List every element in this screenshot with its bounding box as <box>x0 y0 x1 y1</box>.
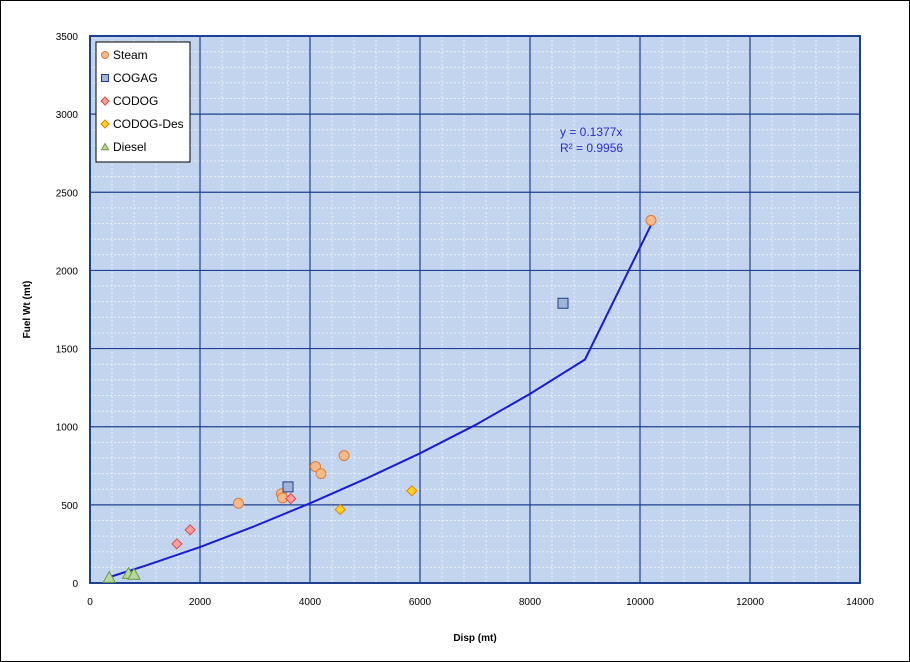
major-grid <box>89 35 861 584</box>
legend-label: CODOG-Des <box>113 117 184 131</box>
legend: Steam COGAG CODOG CODOG-Des Diesel <box>95 41 191 163</box>
legend-label: COGAG <box>113 71 158 85</box>
trendline-r2: R² = 0.9956 <box>560 141 623 155</box>
trendline <box>107 224 652 579</box>
data-markers <box>102 214 657 583</box>
y-tick-label: 2500 <box>56 188 79 199</box>
legend-marker <box>101 51 109 59</box>
legend-label: Diesel <box>113 140 146 154</box>
steam-point <box>645 214 657 226</box>
legend-marker <box>100 96 110 106</box>
y-axis-label: Fuel Wt (mt) <box>22 281 33 339</box>
legend-label: Steam <box>113 48 148 62</box>
cogag-point <box>557 297 569 309</box>
codog-point <box>184 524 196 536</box>
y-tick-label: 0 <box>72 579 78 590</box>
steam-point <box>338 450 350 462</box>
diesel-point <box>127 567 141 580</box>
x-tick-label: 12000 <box>736 597 764 608</box>
x-tick-label: 14000 <box>846 597 874 608</box>
codog-point <box>171 538 183 550</box>
plot-border <box>89 35 861 584</box>
x-axis-label: Disp (mt) <box>453 633 496 644</box>
codog-des-point <box>406 485 418 497</box>
legend-box <box>95 41 191 163</box>
y-tick-label: 1000 <box>56 423 79 434</box>
cogag-point <box>282 481 294 493</box>
codog-des-point <box>334 503 346 516</box>
steam-point <box>315 468 327 480</box>
legend-marker <box>100 119 110 129</box>
legend-marker <box>101 74 109 82</box>
x-tick-label: 0 <box>87 597 93 608</box>
y-tick-label: 3500 <box>56 32 79 43</box>
x-tick-label: 2000 <box>189 597 212 608</box>
diesel-point <box>102 570 117 583</box>
steam-point <box>233 497 244 509</box>
x-axis-ticks: 0 2000 4000 6000 8000 10000 12000 14000 <box>87 597 874 608</box>
x-tick-label: 10000 <box>626 597 654 608</box>
trendline-equation: y = 0.1377x <box>560 125 622 139</box>
y-tick-label: 1500 <box>56 345 79 356</box>
y-tick-label: 500 <box>61 501 78 512</box>
plot-area <box>90 36 860 583</box>
legend-label: CODOG <box>113 94 158 108</box>
codog-point <box>285 492 297 505</box>
y-tick-label: 2000 <box>56 266 79 277</box>
legend-marker <box>100 142 110 151</box>
y-axis-ticks: 0 500 1000 1500 2000 2500 3000 3500 <box>56 32 79 590</box>
x-tick-label: 6000 <box>409 597 432 608</box>
x-tick-label: 8000 <box>519 597 542 608</box>
y-tick-label: 3000 <box>56 110 79 121</box>
x-tick-label: 4000 <box>299 597 322 608</box>
